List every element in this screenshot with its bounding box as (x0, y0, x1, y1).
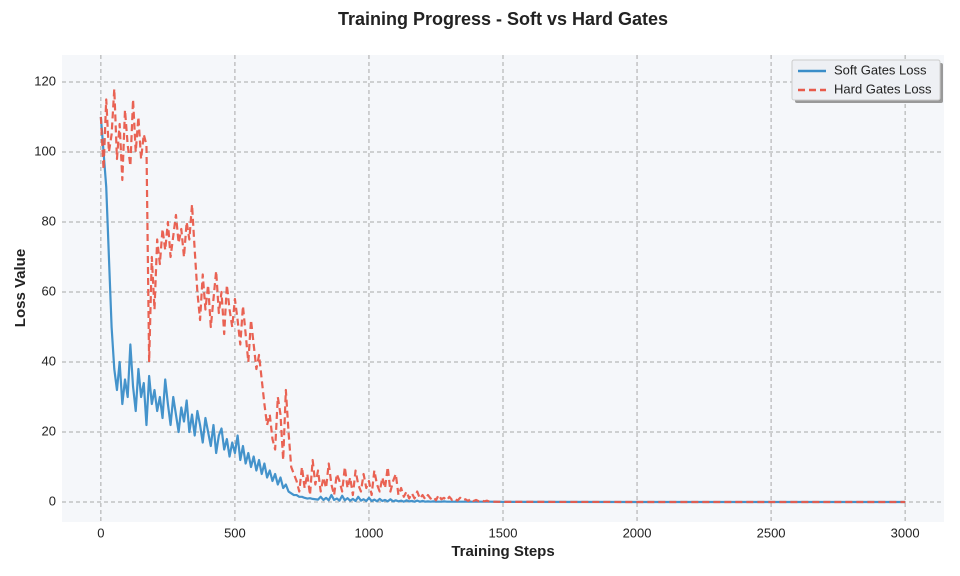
y-tick-label: 20 (42, 423, 56, 438)
y-tick-label: 60 (42, 283, 56, 298)
y-axis-label: Loss Value (12, 249, 29, 327)
x-tick-label: 3000 (891, 525, 920, 540)
x-tick-label: 2500 (757, 525, 786, 540)
line-series (99, 87, 906, 504)
x-tick-label: 1500 (489, 525, 518, 540)
legend-box (791, 59, 941, 101)
y-tick-label: 120 (34, 73, 56, 88)
x-tick-label: 1000 (354, 525, 383, 540)
x-tick-label: 2000 (623, 525, 652, 540)
legend-label: Soft Gates Loss (834, 62, 927, 77)
line-series (99, 116, 906, 504)
legend-label: Hard Gates Loss (834, 81, 932, 96)
y-tick-label: 0 (49, 493, 56, 508)
y-tick-label: 40 (42, 353, 56, 368)
y-tick-label: 80 (42, 213, 56, 228)
x-axis-label: Training Steps (451, 543, 554, 560)
x-tick-label: 500 (224, 525, 246, 540)
chart-title: Training Progress - Soft vs Hard Gates (338, 9, 668, 29)
x-tick-label: 0 (97, 525, 104, 540)
y-tick-label: 100 (34, 143, 56, 158)
